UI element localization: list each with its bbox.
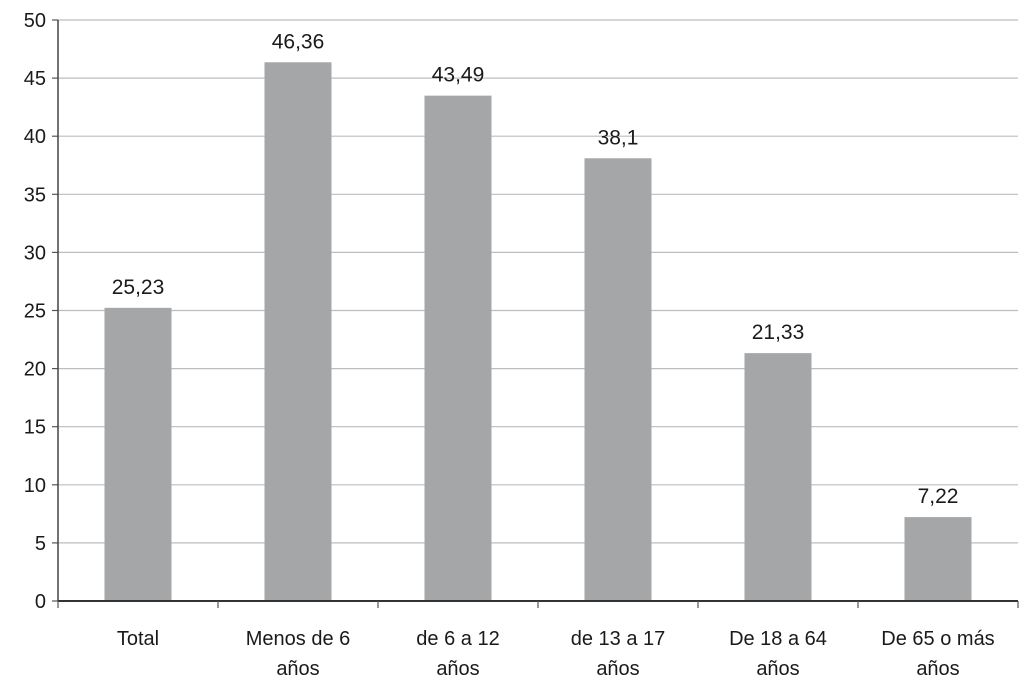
bars: 25,23 46,36 43,49 38,1 21,33 7,22: [104, 30, 972, 601]
x-tick-label: años: [916, 658, 959, 679]
x-tick-label: años: [436, 658, 479, 679]
bar: [424, 95, 492, 601]
y-tick-label: 45: [24, 68, 46, 90]
y-axis: 0 5 10 15 20 25 30 35 40 45 50: [24, 10, 59, 613]
data-label: 43,49: [432, 64, 485, 87]
y-tick-label: 25: [24, 301, 46, 323]
x-tick-label: Total: [117, 628, 159, 650]
bar: [744, 353, 812, 601]
bar: [264, 62, 332, 601]
x-tick-label: años: [596, 658, 639, 679]
x-tick-label: de 13 a 17: [571, 628, 666, 650]
bar: [904, 517, 972, 601]
y-tick-label: 15: [24, 417, 46, 439]
y-tick-label: 30: [24, 242, 46, 264]
y-tick-label: 20: [24, 359, 46, 381]
x-tick-label: años: [276, 658, 319, 679]
x-axis: Total Menos de 6 años de 6 a 12 años de 13 a …: [57, 600, 1019, 679]
data-label: 7,22: [918, 485, 959, 508]
x-tick-label: años: [756, 658, 799, 679]
y-tick-label: 35: [24, 184, 46, 206]
gridlines: [58, 19, 1018, 544]
x-tick-label: De 18 a 64: [729, 628, 827, 650]
x-tick-label: de 6 a 12: [416, 628, 499, 650]
y-tick-label: 10: [24, 475, 46, 497]
bar: [104, 307, 172, 601]
y-tick-label: 50: [24, 10, 46, 32]
x-tick-label: Menos de 6: [246, 628, 351, 650]
y-tick-label: 40: [24, 126, 46, 148]
y-tick-label: 5: [35, 533, 46, 555]
bar: [584, 158, 652, 601]
data-label: 46,36: [272, 30, 325, 53]
data-label: 21,33: [752, 321, 805, 344]
data-label: 25,23: [112, 276, 165, 299]
data-label: 38,1: [598, 126, 639, 149]
x-tick-label: De 65 o más: [881, 628, 994, 650]
y-tick-label: 0: [35, 591, 46, 613]
